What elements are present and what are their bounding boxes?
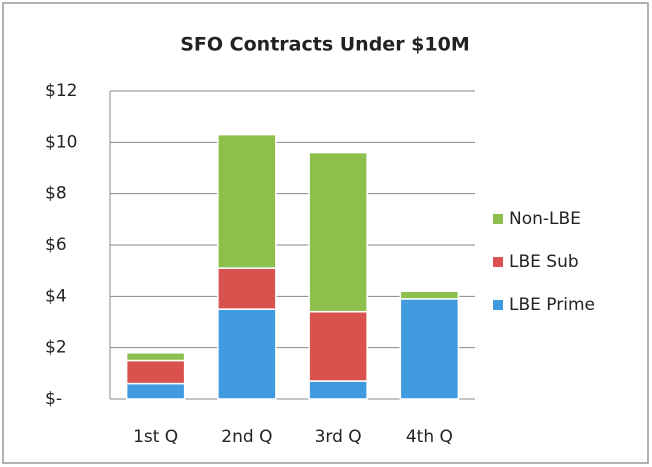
legend-swatch xyxy=(493,257,503,267)
legend-swatch xyxy=(493,300,503,310)
x-tick-label: 3rd Q xyxy=(315,427,362,447)
y-tick-label: $- xyxy=(45,389,62,409)
x-tick-label: 2nd Q xyxy=(221,427,272,447)
bar-segment xyxy=(308,380,368,400)
legend-label: LBE Sub xyxy=(509,252,579,272)
legend-label: LBE Prime xyxy=(509,295,595,315)
bar-segment xyxy=(217,133,277,269)
y-tick-label: $12 xyxy=(45,81,77,101)
bar-segment xyxy=(399,290,460,300)
y-tick-label: $8 xyxy=(45,184,67,204)
bar-segment xyxy=(308,151,368,313)
bar-segment xyxy=(217,308,277,400)
x-tick-label: 1st Q xyxy=(133,427,178,447)
y-tick-label: $10 xyxy=(45,132,77,152)
bar-segment xyxy=(125,359,186,385)
bar-segment xyxy=(125,352,186,362)
bar-segment xyxy=(308,310,368,382)
y-tick-label: $4 xyxy=(45,286,67,306)
bar-segment xyxy=(125,382,186,400)
bar-segment xyxy=(399,298,460,400)
legend-label: Non-LBE xyxy=(509,209,581,229)
chart-title: SFO Contracts Under $10M xyxy=(180,34,470,56)
bar-segment xyxy=(217,267,277,310)
y-tick-label: $6 xyxy=(45,235,67,255)
legend-swatch xyxy=(493,214,503,224)
y-tick-label: $2 xyxy=(45,338,67,358)
x-tick-label: 4th Q xyxy=(406,427,453,447)
